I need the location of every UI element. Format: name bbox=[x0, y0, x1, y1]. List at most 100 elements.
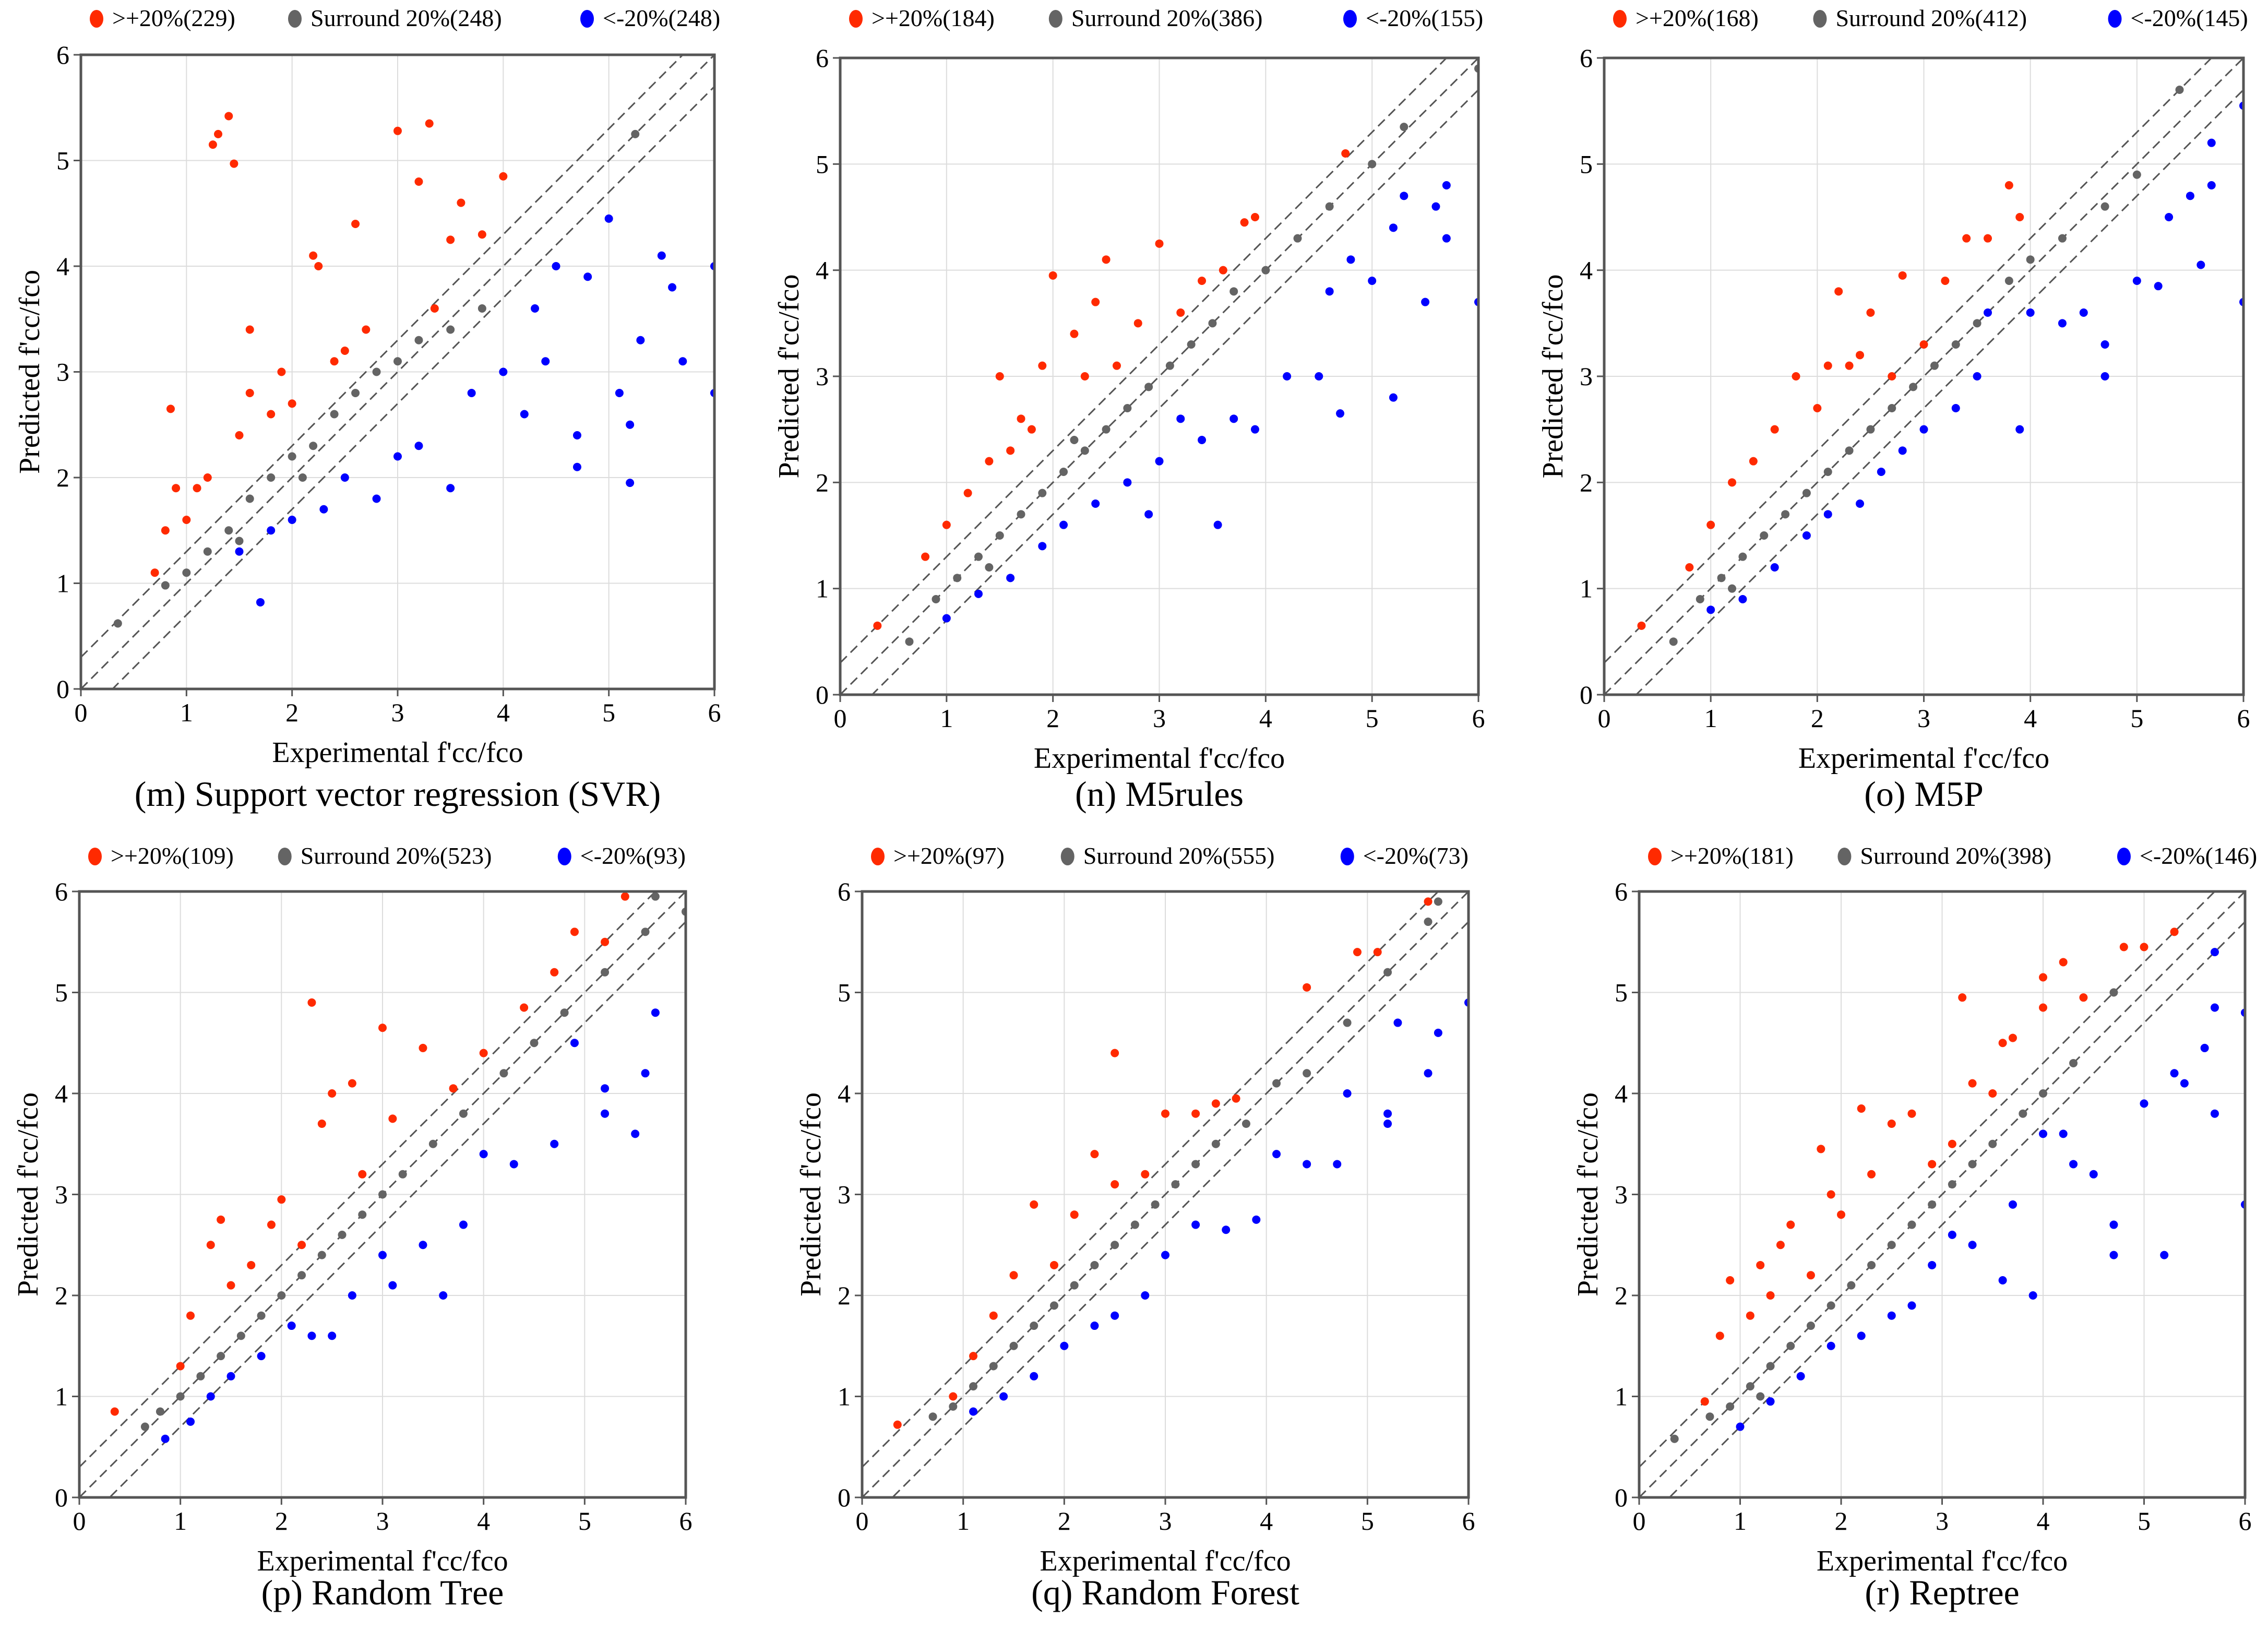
data-point-under bbox=[1213, 520, 1222, 529]
data-point-over bbox=[414, 177, 423, 186]
data-point-over bbox=[550, 968, 559, 977]
data-point-within bbox=[1806, 1322, 1815, 1330]
data-point-over bbox=[161, 526, 170, 535]
data-point-over bbox=[1817, 1145, 1825, 1153]
data-point-over bbox=[224, 112, 233, 121]
x-axis-label: Experimental f'cc/fco bbox=[257, 1545, 508, 1577]
data-point-over bbox=[2170, 927, 2179, 936]
y-tick-label: 0 bbox=[1615, 1483, 1628, 1512]
data-point-within bbox=[1766, 1362, 1775, 1371]
data-point-under bbox=[439, 1291, 448, 1300]
legend: >+20%(181) Surround 20%(398) <-20%(146) bbox=[1648, 842, 2257, 869]
chart-panel-n: 0 1 2 3 4 5 6 0 1 2 3 4 5 6 Experimental f'cc/fco Predi… bbox=[773, 5, 1485, 814]
legend-label-under: <-20%(145) bbox=[2131, 5, 2248, 31]
legend-marker-over bbox=[871, 848, 885, 865]
data-point-under bbox=[969, 1407, 978, 1416]
reference-line-lower bbox=[1668, 921, 2245, 1497]
data-point-over bbox=[182, 516, 191, 524]
data-point-under bbox=[2160, 1251, 2169, 1259]
data-point-under bbox=[1766, 1397, 1775, 1406]
legend-label-within: Surround 20%(398) bbox=[1860, 842, 2051, 869]
x-tick-label: 3 bbox=[1936, 1506, 1949, 1536]
data-point-under bbox=[2170, 1069, 2179, 1078]
y-axis-label: Predicted f'cc/fco bbox=[795, 1092, 827, 1296]
data-point-over bbox=[1941, 277, 1950, 285]
data-point-under bbox=[419, 1241, 427, 1250]
legend-marker-within bbox=[288, 10, 302, 28]
series-over bbox=[1700, 927, 2179, 1406]
data-point-within bbox=[1756, 1392, 1765, 1401]
legend-item-under: <-20%(248) bbox=[580, 5, 720, 31]
reference-line-lower bbox=[891, 921, 1469, 1497]
data-point-over bbox=[1219, 266, 1227, 275]
data-point-within bbox=[949, 1402, 958, 1411]
data-point-under bbox=[1144, 510, 1153, 519]
panel-caption: (m) Support vector regression (SVR) bbox=[135, 774, 661, 814]
data-point-within bbox=[2058, 234, 2067, 243]
data-point-over bbox=[2039, 1003, 2047, 1012]
x-axis-label: Experimental f'cc/fco bbox=[1798, 742, 2049, 775]
data-point-under bbox=[161, 1434, 170, 1443]
legend-marker-over bbox=[1613, 10, 1627, 28]
data-point-within bbox=[196, 1372, 205, 1381]
data-point-within bbox=[1823, 468, 1832, 476]
x-tick-label: 0 bbox=[834, 704, 847, 733]
data-point-under bbox=[414, 442, 423, 450]
data-point-over bbox=[1424, 897, 1433, 906]
y-tick-label: 0 bbox=[56, 674, 69, 704]
reference-line-1to1 bbox=[81, 55, 714, 689]
data-point-within bbox=[641, 927, 650, 936]
x-tick-label: 5 bbox=[578, 1506, 591, 1536]
data-point-within bbox=[1670, 1434, 1679, 1443]
series-under bbox=[969, 998, 1469, 1416]
legend: >+20%(109) Surround 20%(523) <-20%(93) bbox=[88, 842, 686, 869]
legend-label-over: >+20%(168) bbox=[1636, 5, 1759, 31]
x-axis-label: Experimental f'cc/fco bbox=[1034, 742, 1285, 775]
y-tick-label: 2 bbox=[816, 468, 829, 497]
data-point-within bbox=[985, 563, 994, 572]
y-axis-label: Predicted f'cc/fco bbox=[1572, 1092, 1604, 1296]
data-point-under bbox=[1038, 542, 1047, 551]
series-within bbox=[113, 129, 640, 628]
data-point-under bbox=[1198, 436, 1207, 444]
data-point-under bbox=[657, 251, 666, 260]
data-point-within bbox=[1434, 897, 1442, 906]
data-point-over bbox=[214, 129, 223, 138]
data-point-over bbox=[2140, 943, 2148, 951]
plot-frame bbox=[1603, 56, 2245, 696]
data-point-over bbox=[1988, 1089, 1997, 1098]
chart-panel-o: 0 1 2 3 4 5 6 0 1 2 3 4 5 6 Experimental f'cc/fco Predi… bbox=[1537, 5, 2250, 814]
data-point-within bbox=[1325, 202, 1334, 211]
data-point-over bbox=[995, 372, 1004, 380]
data-point-within bbox=[414, 336, 423, 344]
y-tick-label: 4 bbox=[56, 252, 69, 281]
data-point-under bbox=[257, 1352, 266, 1361]
data-point-within bbox=[1144, 383, 1153, 391]
data-point-under bbox=[1368, 277, 1377, 285]
data-point-within bbox=[1171, 1180, 1180, 1189]
data-point-under bbox=[520, 410, 529, 419]
y-tick-label: 4 bbox=[838, 1079, 851, 1108]
data-point-within bbox=[1130, 1220, 1139, 1229]
data-point-under bbox=[2140, 1099, 2148, 1108]
data-point-under bbox=[1389, 223, 1398, 232]
data-point-over bbox=[1141, 1170, 1150, 1179]
data-point-over bbox=[2079, 993, 2088, 1002]
data-point-under bbox=[2089, 1170, 2098, 1179]
legend: >+20%(97) Surround 20%(555) <-20%(73) bbox=[871, 842, 1469, 869]
data-point-under bbox=[651, 1008, 660, 1017]
data-point-over bbox=[245, 389, 254, 397]
x-tick-label: 6 bbox=[708, 698, 721, 727]
data-point-within bbox=[338, 1230, 347, 1239]
chart-panel-q: 0 1 2 3 4 5 6 0 1 2 3 4 5 6 Experimental f'cc/fco Predi… bbox=[795, 842, 1475, 1612]
data-point-over bbox=[419, 1043, 427, 1052]
data-point-over bbox=[267, 1220, 276, 1229]
data-point-within bbox=[378, 1190, 387, 1199]
data-point-within bbox=[1191, 1160, 1200, 1169]
data-point-within bbox=[2026, 255, 2035, 264]
data-point-under bbox=[2079, 308, 2088, 317]
y-tick-label: 5 bbox=[1615, 978, 1628, 1007]
y-tick-label: 1 bbox=[816, 574, 829, 603]
data-point-under bbox=[479, 1150, 488, 1159]
series-within bbox=[1669, 86, 2184, 646]
